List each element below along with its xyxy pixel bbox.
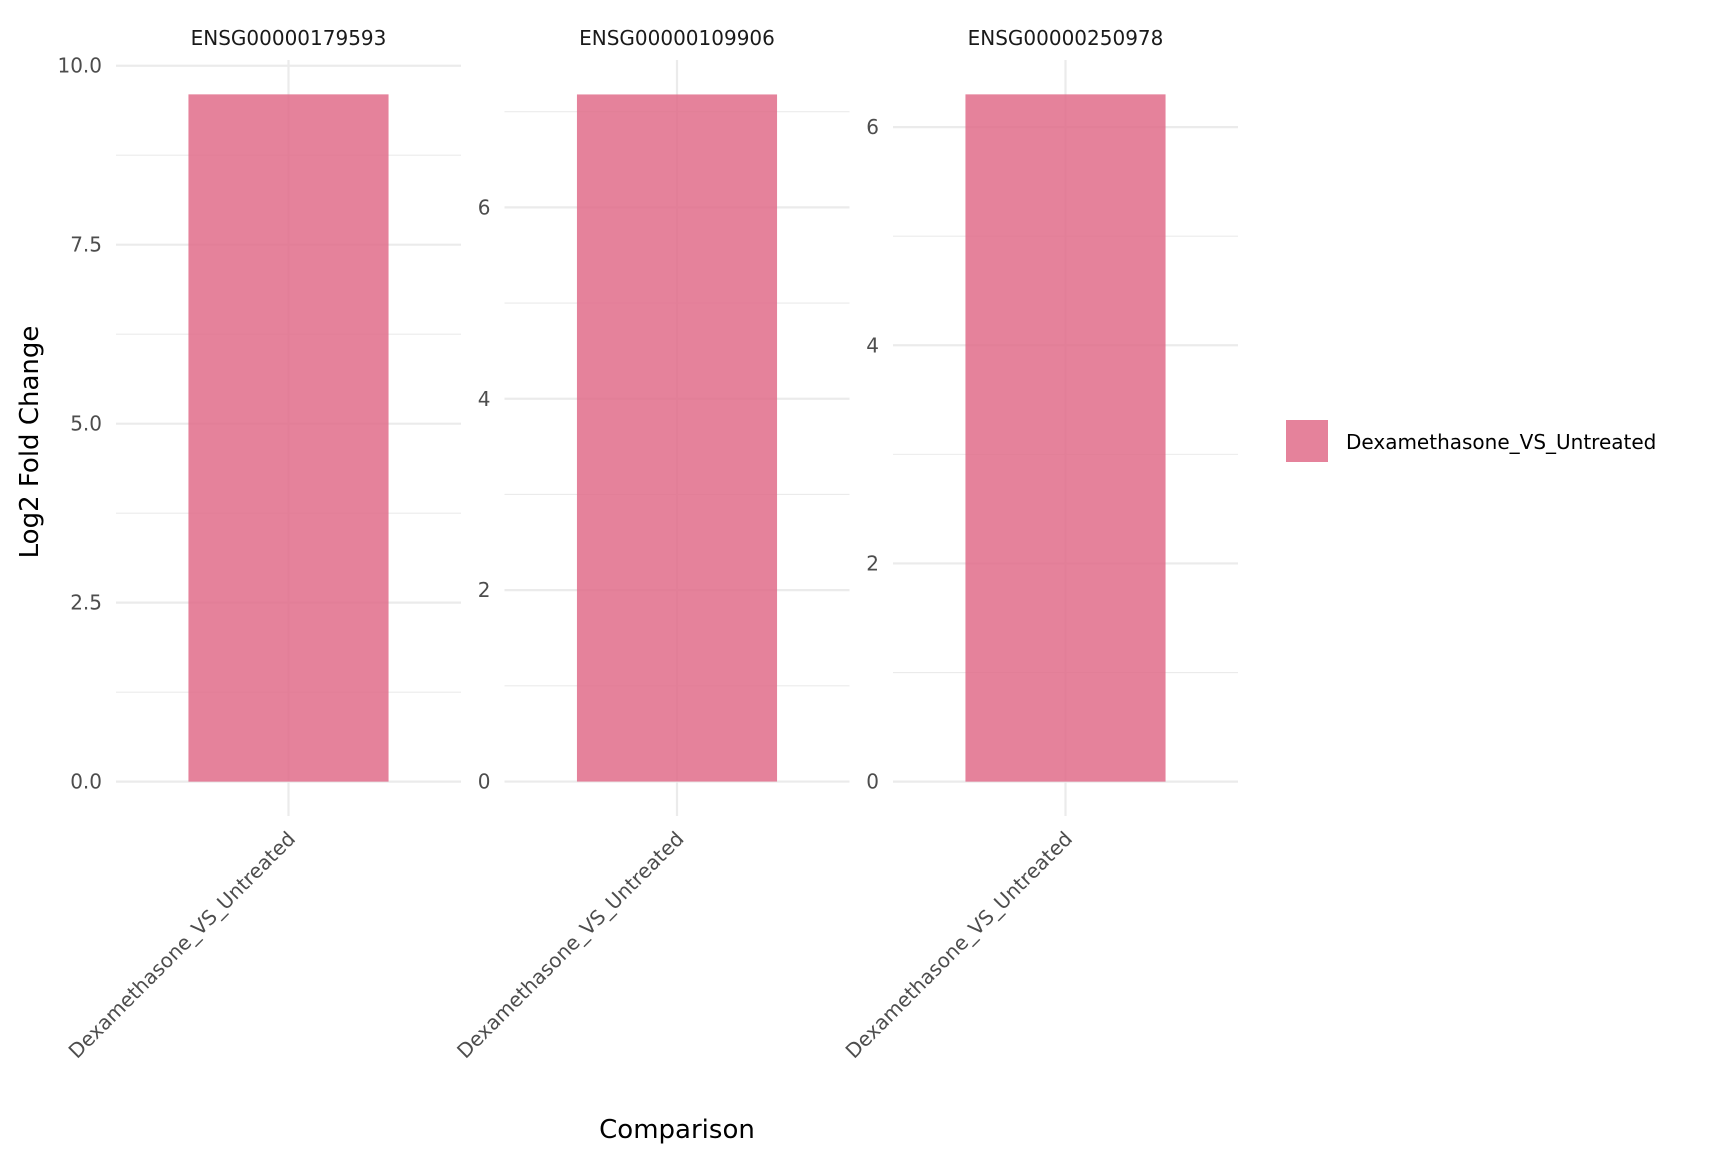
y-tick-label: 0 <box>478 770 491 794</box>
y-tick-label: 2 <box>866 551 879 575</box>
legend: Dexamethasone_VS_Untreated <box>1286 420 1656 462</box>
facet-panel: 0 2 4 6 Dexamethasone_VS_Untreated ENSG000002… <box>841 26 1238 1063</box>
y-tick-label: 7.5 <box>70 233 102 257</box>
y-tick-label: 0.0 <box>70 770 102 794</box>
bar <box>188 94 389 782</box>
x-axis-title: Comparison <box>599 1115 755 1145</box>
y-tick-label: 4 <box>478 387 491 411</box>
facet-title: ENSG00000250978 <box>968 26 1164 50</box>
x-tick-label: Dexamethasone_VS_Untreated <box>452 827 688 1063</box>
y-tick-label: 2.5 <box>70 591 102 615</box>
x-tick-label: Dexamethasone_VS_Untreated <box>841 827 1077 1063</box>
facet-panel: 0.0 2.5 5.0 7.5 10.0 Dexamethasone_VS_Untreat… <box>57 26 461 1063</box>
legend-swatch <box>1286 420 1328 462</box>
facet-title: ENSG00000109906 <box>579 26 775 50</box>
x-tick-label: Dexamethasone_VS_Untreated <box>64 827 300 1063</box>
facet-panel: 0 2 4 6 Dexamethasone_VS_Untreated ENSG000001… <box>452 26 850 1063</box>
y-tick-label: 6 <box>478 195 491 219</box>
y-tick-label: 4 <box>866 333 879 357</box>
y-tick-label: 5.0 <box>70 412 102 436</box>
y-tick-label: 10.0 <box>57 54 102 78</box>
y-tick-label: 2 <box>478 578 491 602</box>
facet-panels: 0.0 2.5 5.0 7.5 10.0 Dexamethasone_VS_Untreat… <box>57 26 1238 1063</box>
y-tick-label: 0 <box>866 770 879 794</box>
bar <box>965 94 1166 782</box>
facet-title: ENSG00000179593 <box>191 26 387 50</box>
y-tick-label: 6 <box>866 115 879 139</box>
bar <box>576 94 778 782</box>
legend-label: Dexamethasone_VS_Untreated <box>1346 430 1656 454</box>
y-axis-title: Log2 Fold Change <box>15 326 45 559</box>
